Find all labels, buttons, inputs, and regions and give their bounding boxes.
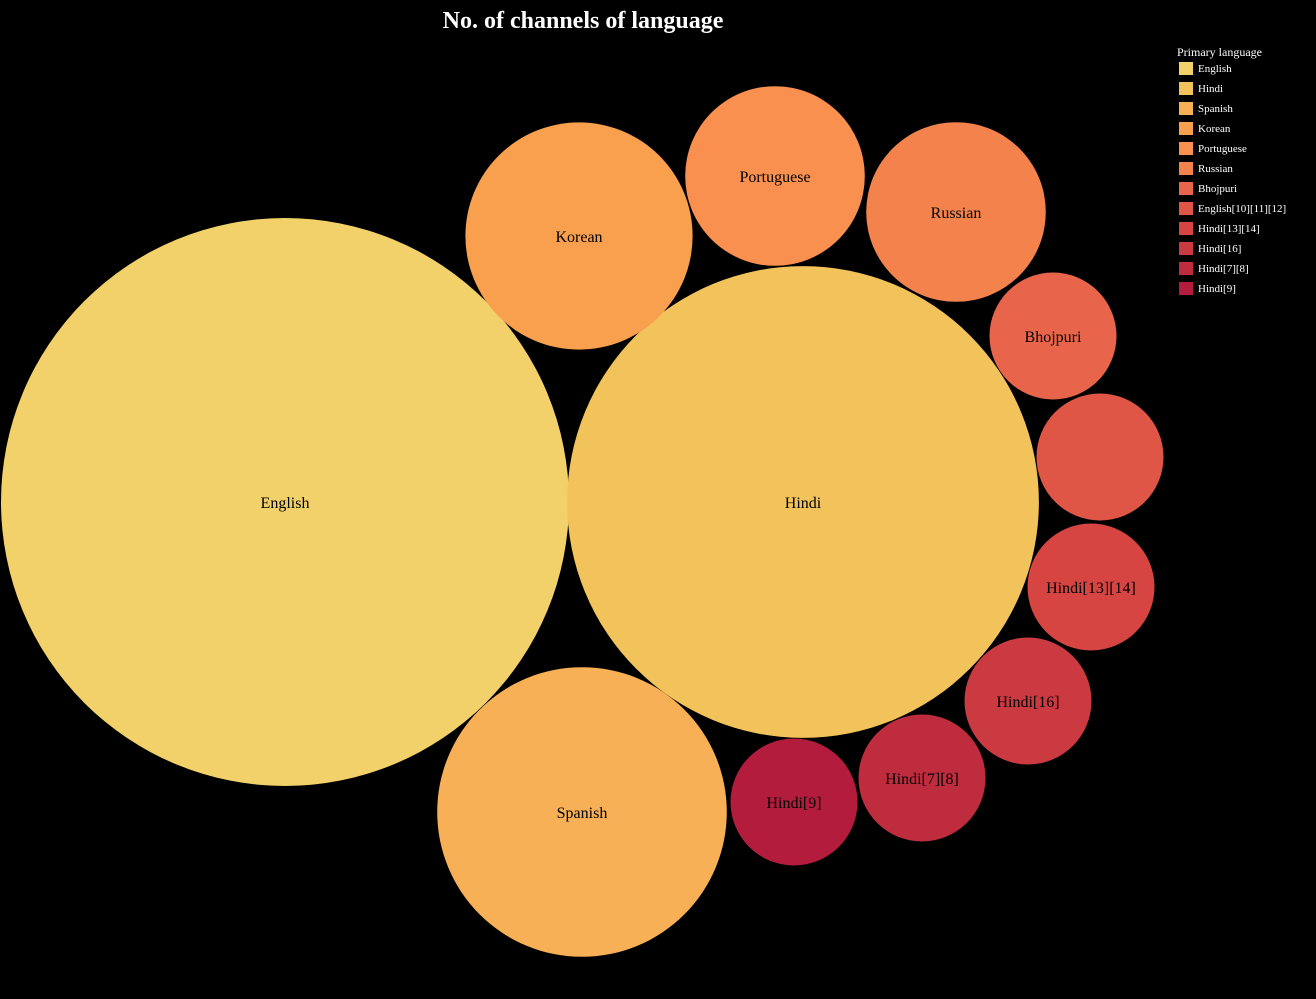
- bubbles-group: English Hindi Spanish Korean Portuguese Russi…: [1, 86, 1164, 957]
- bubble-label-hindi-16: Hindi[16]: [996, 694, 1059, 711]
- chart-title: No. of channels of language: [443, 8, 724, 34]
- bubble-label-hindi-9: Hindi[9]: [766, 795, 821, 812]
- bubble-label-korean: Korean: [555, 229, 602, 246]
- legend-swatch-korean[interactable]: [1179, 122, 1193, 135]
- bubble-hindi-13-14[interactable]: [1027, 523, 1155, 651]
- legend-swatch-spanish[interactable]: [1179, 102, 1193, 115]
- bubble-hindi-9[interactable]: [730, 738, 858, 866]
- bubble-label-hindi: Hindi: [785, 495, 822, 512]
- legend-swatch-hindi[interactable]: [1179, 82, 1193, 95]
- bubble-english[interactable]: [1, 218, 569, 786]
- bubble-label-portuguese: Portuguese: [739, 169, 810, 186]
- bubble-label-spanish: Spanish: [557, 805, 608, 822]
- legend-title: Primary language: [1177, 45, 1262, 59]
- bubble-label-russian: Russian: [931, 205, 982, 222]
- legend-label-hindi-16[interactable]: Hindi[16]: [1198, 243, 1241, 255]
- legend-label-russian[interactable]: Russian: [1198, 163, 1233, 175]
- legend-label-hindi[interactable]: Hindi: [1198, 83, 1223, 95]
- bubble-english-10-11-12[interactable]: [1036, 393, 1164, 521]
- bubble-label-english: English: [261, 495, 310, 512]
- bubble-label-hindi-13-14: Hindi[13][14]: [1046, 580, 1136, 597]
- legend-swatch-hindi-9[interactable]: [1179, 282, 1193, 295]
- bubble-russian[interactable]: [866, 122, 1046, 302]
- bubble-label-bhojpuri: Bhojpuri: [1025, 329, 1082, 346]
- bubble-label-hindi-7-8: Hindi[7][8]: [885, 771, 959, 788]
- legend-label-spanish[interactable]: Spanish: [1198, 103, 1233, 115]
- legend-label-hindi-13-14[interactable]: Hindi[13][14]: [1198, 223, 1260, 235]
- legend-swatch-english-10-11-12[interactable]: [1179, 202, 1193, 215]
- legend-swatch-english[interactable]: [1179, 62, 1193, 75]
- bubble-portuguese[interactable]: [685, 86, 865, 266]
- bubble-hindi-16[interactable]: [964, 637, 1092, 765]
- legend-label-english[interactable]: English: [1198, 63, 1232, 75]
- bubble-spanish[interactable]: [437, 667, 727, 957]
- legend-label-portuguese[interactable]: Portuguese: [1198, 143, 1247, 155]
- bubble-hindi[interactable]: [567, 266, 1039, 738]
- bubble-hindi-7-8[interactable]: [858, 714, 986, 842]
- legend-swatch-russian[interactable]: [1179, 162, 1193, 175]
- legend: Primary language English Hindi Spanish Kore…: [1177, 45, 1286, 295]
- legend-label-korean[interactable]: Korean: [1198, 123, 1231, 135]
- legend-swatch-bhojpuri[interactable]: [1179, 182, 1193, 195]
- bubble-korean[interactable]: [465, 122, 693, 350]
- legend-label-english-10-11-12[interactable]: English[10][11][12]: [1198, 203, 1286, 215]
- legend-label-hindi-7-8[interactable]: Hindi[7][8]: [1198, 263, 1249, 275]
- legend-swatch-hindi-7-8[interactable]: [1179, 262, 1193, 275]
- legend-swatch-hindi-13-14[interactable]: [1179, 222, 1193, 235]
- legend-swatch-hindi-16[interactable]: [1179, 242, 1193, 255]
- legend-swatch-portuguese[interactable]: [1179, 142, 1193, 155]
- bubble-bhojpuri[interactable]: [989, 272, 1117, 400]
- legend-label-hindi-9[interactable]: Hindi[9]: [1198, 283, 1236, 295]
- legend-label-bhojpuri[interactable]: Bhojpuri: [1198, 183, 1237, 195]
